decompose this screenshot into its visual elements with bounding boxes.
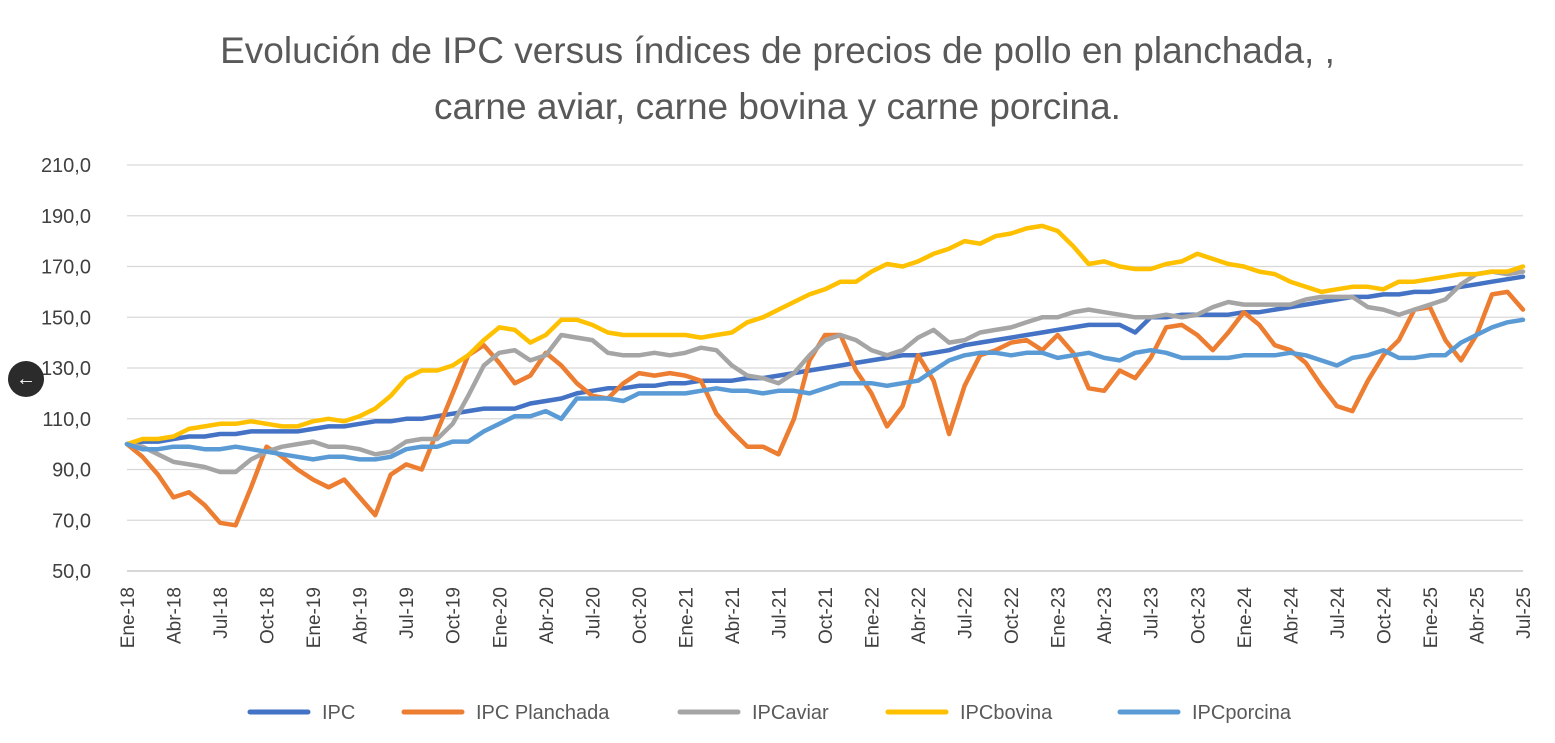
- y-tick-label: 170,0: [41, 257, 91, 279]
- x-tick-label: Oct-23: [1188, 587, 1209, 644]
- x-tick-label: Abr-18: [165, 587, 186, 644]
- y-tick-label: 190,0: [41, 206, 91, 228]
- legend-label-4: IPCporcina: [1192, 702, 1292, 724]
- x-tick-label: Ene-22: [863, 587, 884, 648]
- x-tick-label: Jul-23: [1142, 587, 1163, 639]
- x-tick-label: Jul-22: [956, 587, 977, 639]
- x-tick-label: Oct-18: [258, 587, 279, 644]
- x-tick-label: Abr-22: [909, 587, 930, 644]
- x-tick-label: Jul-21: [769, 587, 790, 639]
- y-tick-label: 90,0: [52, 460, 91, 482]
- x-tick-label: Ene-23: [1049, 587, 1070, 648]
- x-tick-label: Jul-24: [1328, 587, 1349, 639]
- back-button[interactable]: ←: [8, 361, 44, 397]
- x-tick-label: Ene-20: [490, 587, 511, 648]
- x-tick-label: Abr-20: [537, 587, 558, 644]
- x-tick-label: Oct-21: [816, 587, 837, 644]
- x-tick-label: Abr-23: [1095, 587, 1116, 644]
- x-tick-label: Jul-25: [1514, 587, 1535, 639]
- x-tick-label: Abr-19: [351, 587, 372, 644]
- x-tick-label: Oct-20: [630, 587, 651, 644]
- series-line-1: [124, 289, 1526, 528]
- x-tick-label: Ene-21: [676, 587, 697, 648]
- legend-label-1: IPC Planchada: [476, 702, 610, 724]
- x-tick-label: Ene-25: [1421, 587, 1442, 648]
- y-tick-label: 210,0: [41, 155, 91, 177]
- x-tick-label: Jul-18: [211, 587, 232, 639]
- arrow-left-icon: ←: [16, 368, 36, 390]
- x-tick-label: Abr-25: [1467, 587, 1488, 644]
- series-line-3: [124, 223, 1526, 447]
- x-tick-label: Oct-24: [1374, 587, 1395, 644]
- series-line-4: [124, 317, 1526, 462]
- x-tick-label: Jul-19: [397, 587, 418, 639]
- y-tick-label: 50,0: [52, 561, 91, 583]
- x-tick-label: Ene-19: [304, 587, 325, 648]
- x-tick-label: Oct-19: [444, 587, 465, 644]
- chart-title-line-2: carne aviar, carne bovina y carne porcin…: [434, 86, 1121, 127]
- y-tick-label: 70,0: [52, 510, 91, 532]
- y-tick-label: 130,0: [41, 358, 91, 380]
- y-tick-label: 150,0: [41, 307, 91, 329]
- x-tick-label: Ene-18: [118, 587, 139, 648]
- x-tick-label: Jul-20: [583, 587, 604, 639]
- y-tick-label: 110,0: [42, 409, 91, 431]
- x-tick-label: Abr-21: [723, 587, 744, 644]
- legend-label-2: IPCaviar: [752, 702, 829, 724]
- series-line-2: [124, 269, 1526, 475]
- x-tick-label: Abr-24: [1281, 587, 1302, 644]
- x-tick-label: Ene-24: [1235, 587, 1256, 649]
- x-tick-label: Oct-22: [1002, 587, 1023, 644]
- legend-label-0: IPC: [322, 702, 355, 724]
- series-line-0: [124, 274, 1526, 447]
- legend-label-3: IPCbovina: [960, 702, 1053, 724]
- chart-title-line-1: Evolución de IPC versus índices de preci…: [220, 30, 1335, 71]
